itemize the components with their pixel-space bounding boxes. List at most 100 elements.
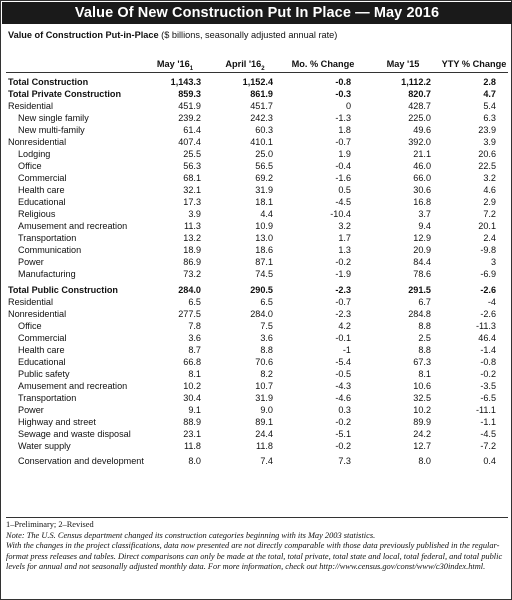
row-value: 20.9 bbox=[413, 245, 431, 255]
row-value: 16.8 bbox=[413, 197, 431, 207]
row-value: 8.1 bbox=[418, 369, 431, 379]
row-value: 8.8 bbox=[260, 345, 273, 355]
row-value: -0.2 bbox=[335, 441, 351, 451]
row-value: 46.4 bbox=[478, 333, 496, 343]
row-value: 12.7 bbox=[413, 441, 431, 451]
row-value: 8.8 bbox=[418, 345, 431, 355]
table-title: Value Of New Construction Put In Place —… bbox=[2, 2, 512, 24]
row-value: 69.2 bbox=[255, 173, 273, 183]
table-row: Residential 6.5 6.5 -0.7 6.7 -4 bbox=[1, 296, 512, 308]
row-value: -2.6 bbox=[480, 309, 496, 319]
row-value: 1,143.3 bbox=[170, 77, 201, 87]
row-value: -0.4 bbox=[335, 161, 351, 171]
row-value: 277.5 bbox=[178, 309, 201, 319]
row-value: -0.7 bbox=[335, 137, 351, 147]
row-value: -4.3 bbox=[335, 381, 351, 391]
table-row: New multi-family 61.4 60.3 1.8 49.6 23.9 bbox=[1, 124, 512, 136]
row-value: 3 bbox=[490, 257, 496, 267]
row-value: 1,112.2 bbox=[401, 77, 431, 87]
row-value: 8.0 bbox=[418, 456, 431, 466]
row-value: -5.4 bbox=[335, 357, 351, 367]
table-row: New single family 239.2 242.3 -1.3 225.0 6.3 bbox=[1, 112, 512, 124]
row-value: 31.9 bbox=[255, 393, 273, 403]
row-value: -0.7 bbox=[335, 297, 351, 307]
row-value: 10.2 bbox=[183, 381, 201, 391]
row-value: 18.1 bbox=[255, 197, 273, 207]
row-value: -0.8 bbox=[480, 357, 496, 367]
row-label: Highway and street bbox=[18, 417, 96, 427]
row-label: Amusement and recreation bbox=[18, 381, 128, 391]
row-label: New single family bbox=[18, 113, 89, 123]
footnote-legend: 1–Preliminary; 2–Revised bbox=[6, 520, 94, 529]
table-subtitle: Value of Construction Put-in-Place ($ bi… bbox=[8, 30, 337, 40]
row-label: Residential bbox=[8, 297, 53, 307]
row-value: 0 bbox=[345, 101, 351, 111]
row-value: -6.9 bbox=[480, 269, 496, 279]
row-value: -1.4 bbox=[480, 345, 496, 355]
row-label: Manufacturing bbox=[18, 269, 76, 279]
row-value: 32.5 bbox=[413, 393, 431, 403]
row-value: 284.8 bbox=[408, 309, 431, 319]
row-value: 66.8 bbox=[183, 357, 201, 367]
table-row: Total Private Construction 859.3 861.9 -0.3… bbox=[1, 88, 512, 100]
row-value: 24.2 bbox=[413, 429, 431, 439]
table-row: Office 7.8 7.5 4.2 8.8 -11.3 bbox=[1, 320, 512, 332]
table-row: Educational 66.8 70.6 -5.4 67.3 -0.8 bbox=[1, 356, 512, 368]
row-value: -0.1 bbox=[335, 333, 351, 343]
row-value: 25.0 bbox=[255, 149, 273, 159]
row-value: -0.2 bbox=[335, 417, 351, 427]
table-row: Health care 8.7 8.8 -1 8.8 -1.4 bbox=[1, 344, 512, 356]
row-value: 24.4 bbox=[255, 429, 273, 439]
row-value: 3.9 bbox=[188, 209, 201, 219]
row-value: 84.4 bbox=[413, 257, 431, 267]
row-label: Lodging bbox=[18, 149, 51, 159]
table-row: Commercial 68.1 69.2 -1.6 66.0 3.2 bbox=[1, 172, 512, 184]
row-value: 284.0 bbox=[178, 285, 201, 295]
row-value: 88.9 bbox=[183, 417, 201, 427]
row-value: -2.3 bbox=[335, 309, 351, 319]
row-value: 7.3 bbox=[338, 456, 351, 466]
row-value: 4.6 bbox=[483, 185, 496, 195]
row-value: 410.1 bbox=[250, 137, 273, 147]
subtitle-bold: Value of Construction Put-in-Place bbox=[8, 30, 159, 40]
row-label: Power bbox=[18, 405, 44, 415]
row-value: 56.3 bbox=[183, 161, 201, 171]
row-label: New multi-family bbox=[18, 125, 85, 135]
row-value: 49.6 bbox=[413, 125, 431, 135]
row-value: 3.6 bbox=[188, 333, 201, 343]
row-label: Residential bbox=[8, 101, 53, 111]
row-value: 13.0 bbox=[255, 233, 273, 243]
row-value: -9.8 bbox=[480, 245, 496, 255]
row-value: -0.5 bbox=[335, 369, 351, 379]
row-value: 6.5 bbox=[188, 297, 201, 307]
row-value: 70.6 bbox=[255, 357, 273, 367]
row-value: 7.5 bbox=[260, 321, 273, 331]
row-value: 225.0 bbox=[408, 113, 431, 123]
table-row: Health care 32.1 31.9 0.5 30.6 4.6 bbox=[1, 184, 512, 196]
row-value: -6.5 bbox=[480, 393, 496, 403]
row-value: 0.3 bbox=[338, 405, 351, 415]
row-value: -1.3 bbox=[335, 113, 351, 123]
header-divider bbox=[6, 72, 508, 73]
table-row: Total Construction 1,143.3 1,152.4 -0.8 1,11… bbox=[1, 76, 512, 88]
row-value: 87.1 bbox=[255, 257, 273, 267]
table-row: Lodging 25.5 25.0 1.9 21.1 20.6 bbox=[1, 148, 512, 160]
row-value: 23.1 bbox=[183, 429, 201, 439]
row-value: 3.7 bbox=[418, 209, 431, 219]
row-value: -2.3 bbox=[335, 285, 351, 295]
row-value: -4.5 bbox=[480, 429, 496, 439]
row-label: Health care bbox=[18, 185, 65, 195]
row-value: 2.4 bbox=[483, 233, 496, 243]
row-value: 9.0 bbox=[260, 405, 273, 415]
table-row: Total Public Construction 284.0 290.5 -2.3 2… bbox=[1, 284, 512, 296]
row-value: 392.0 bbox=[408, 137, 431, 147]
subtitle-units: ($ billions, seasonally adjusted annual … bbox=[158, 30, 338, 40]
row-value: 67.3 bbox=[413, 357, 431, 367]
row-value: 3.2 bbox=[338, 221, 351, 231]
row-value: 7.4 bbox=[260, 456, 273, 466]
row-value: 10.2 bbox=[413, 405, 431, 415]
row-label: Commercial bbox=[18, 333, 67, 343]
row-value: 4.7 bbox=[483, 89, 496, 99]
row-value: 1.3 bbox=[338, 245, 351, 255]
